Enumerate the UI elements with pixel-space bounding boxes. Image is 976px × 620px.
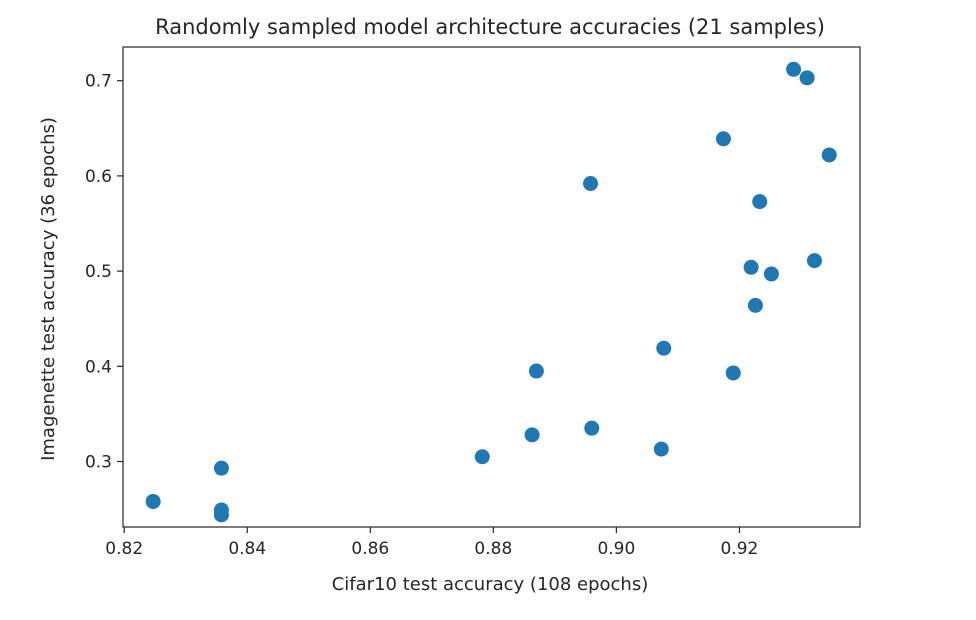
scatter-point (583, 176, 599, 192)
x-tick-label: 0.82 (105, 539, 143, 559)
y-tick-label: 0.3 (85, 453, 112, 473)
y-tick-label: 0.4 (85, 357, 112, 377)
scatter-point (474, 449, 490, 465)
y-tick-label: 0.6 (85, 167, 112, 187)
scatter-point (584, 420, 600, 436)
scatter-point (786, 61, 802, 77)
y-tick-label: 0.7 (85, 72, 112, 92)
scatter-point (763, 266, 779, 282)
scatter-point (743, 259, 759, 275)
plot-area-frame (122, 46, 861, 528)
scatter-point (656, 340, 672, 356)
x-tick-label: 0.86 (351, 539, 389, 559)
chart-title: Randomly sampled model architecture accu… (155, 15, 825, 39)
scatter-point (528, 363, 544, 379)
scatter-point (752, 194, 768, 210)
x-tick-label: 0.88 (474, 539, 512, 559)
x-axis-ticks: 0.82 0.84 0.86 0.88 0.90 0.92 (105, 527, 758, 559)
scatter-points (145, 61, 837, 523)
scatter-point (747, 297, 763, 313)
scatter-point (725, 365, 741, 381)
x-axis-label: Cifar10 test accuracy (108 epochs) (332, 574, 649, 595)
scatter-point (715, 131, 731, 147)
scatter-point (799, 70, 815, 86)
scatter-point (213, 507, 229, 523)
y-axis-label: Imagenette test accuracy (36 epochs) (38, 117, 59, 461)
x-tick-label: 0.90 (597, 539, 635, 559)
scatter-point (213, 460, 229, 476)
scatter-point (524, 427, 540, 443)
y-axis-ticks: 0.3 0.4 0.5 0.6 0.7 (85, 72, 123, 473)
scatter-point (653, 441, 669, 457)
x-tick-label: 0.84 (228, 539, 266, 559)
x-tick-label: 0.92 (720, 539, 758, 559)
scatter-point (806, 253, 822, 269)
scatter-point (145, 493, 161, 509)
y-tick-label: 0.5 (85, 262, 112, 282)
scatter-point (821, 147, 837, 163)
